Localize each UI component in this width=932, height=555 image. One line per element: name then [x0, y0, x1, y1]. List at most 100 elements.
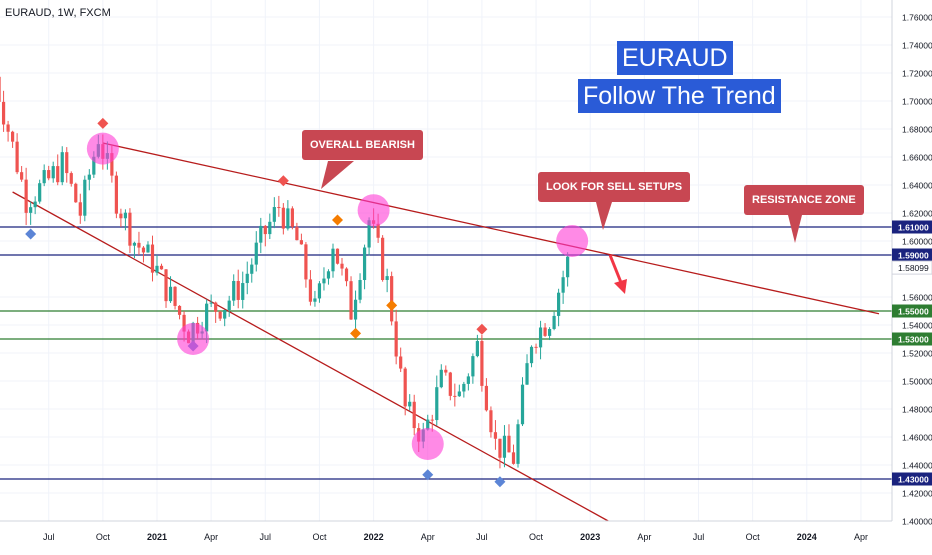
candle-body	[376, 223, 380, 238]
x-tick-label: Jul	[476, 532, 488, 542]
candle-body	[435, 387, 439, 421]
candle-body	[232, 280, 236, 301]
candle-body	[182, 314, 186, 332]
candle-body	[168, 286, 173, 302]
candle-body	[177, 305, 182, 315]
candle-body	[534, 346, 538, 348]
level-price-label: 1.43000	[898, 475, 929, 485]
candle-body	[137, 242, 141, 248]
y-tick-label: 1.70000	[902, 97, 932, 107]
candle-body	[390, 276, 394, 322]
y-tick-label: 1.44000	[902, 461, 932, 471]
candle-body	[566, 256, 570, 278]
x-tick-label: 2021	[147, 532, 167, 542]
x-tick-label: 2023	[580, 532, 600, 542]
candle-body	[322, 278, 326, 284]
candle-body	[552, 315, 556, 329]
candle-body	[83, 179, 87, 216]
y-tick-label: 1.56000	[902, 293, 932, 303]
candle-body	[507, 435, 511, 453]
candle-body	[299, 240, 303, 245]
candle-body	[498, 438, 502, 458]
highlight-circle	[556, 225, 589, 257]
candle-body	[15, 141, 19, 173]
candle-body	[209, 302, 213, 304]
candle-body	[24, 179, 28, 213]
candle-body	[358, 280, 362, 300]
y-tick-label: 1.72000	[902, 69, 932, 79]
candle-body	[317, 283, 322, 299]
candle-body	[241, 283, 245, 300]
x-tick-label: Oct	[96, 532, 111, 542]
candle-body	[340, 263, 344, 269]
candle-body	[520, 384, 525, 425]
candle-body	[263, 225, 267, 235]
candle-body	[38, 183, 42, 202]
candle-body	[489, 410, 493, 433]
candle-body	[250, 264, 254, 274]
candle-body	[353, 299, 358, 320]
candle-body	[259, 225, 263, 243]
x-tick-label: Apr	[204, 532, 218, 542]
level-price-tag	[892, 304, 932, 318]
symbol-label: EURAUD, 1W, FXCM	[5, 7, 111, 19]
candle-body	[394, 321, 398, 357]
candle-body	[290, 208, 294, 227]
title-box-line1: EURAUD	[617, 41, 733, 75]
level-price-tag	[892, 220, 932, 234]
candle-body	[277, 207, 281, 209]
candle-body	[110, 153, 114, 176]
y-tick-label: 1.50000	[902, 377, 932, 387]
candle-body	[362, 247, 367, 281]
y-tick-label: 1.74000	[902, 41, 932, 51]
y-tick-label: 1.42000	[902, 489, 932, 499]
candle-body	[56, 166, 60, 183]
candle-body	[408, 401, 412, 407]
candle-body	[331, 248, 335, 272]
candle-body	[236, 280, 240, 300]
y-tick-label: 1.62000	[902, 209, 932, 219]
candle-body	[268, 221, 272, 235]
swing-low-marker	[494, 476, 506, 488]
callout-resistance-zone: RESISTANCE ZONE	[744, 185, 864, 215]
y-tick-label: 1.76000	[902, 13, 932, 23]
candle-body	[42, 170, 46, 184]
x-tick-label: Jul	[43, 532, 55, 542]
candle-body	[78, 202, 82, 216]
level-price-tag	[892, 248, 932, 262]
candle-body	[403, 368, 407, 407]
title-box-line2: Follow The Trend	[578, 79, 781, 113]
candle-body	[119, 213, 123, 219]
candle-body	[502, 435, 507, 458]
callout-pointer	[596, 202, 612, 230]
candle-body	[159, 265, 164, 270]
candle-body	[51, 166, 55, 179]
highlight-circle	[177, 323, 210, 355]
candle-body	[218, 311, 222, 319]
candle-body	[60, 152, 64, 183]
candle-body	[543, 327, 547, 336]
x-tick-label: Apr	[854, 532, 868, 542]
last-price-tag	[891, 260, 932, 275]
candle-body	[65, 152, 69, 174]
sell-arrow-shaft	[608, 254, 624, 286]
candle-body	[132, 242, 137, 246]
sell-arrow-head	[614, 279, 627, 294]
y-tick-label: 1.48000	[902, 405, 932, 415]
x-tick-label: Oct	[529, 532, 544, 542]
candle-body	[529, 346, 534, 364]
candle-body	[462, 383, 466, 392]
candle-body	[295, 226, 299, 241]
candle-body	[525, 363, 529, 385]
candle-body	[335, 248, 340, 264]
candle-body	[1, 101, 6, 125]
candle-body	[223, 310, 227, 319]
candle-body	[33, 201, 37, 208]
candle-body	[412, 401, 416, 429]
candle-body	[69, 173, 73, 184]
candle-body	[146, 244, 150, 253]
candle-body	[205, 303, 209, 332]
candle-body	[114, 175, 118, 214]
callout-sell-setups: LOOK FOR SELL SETUPS	[538, 172, 691, 202]
